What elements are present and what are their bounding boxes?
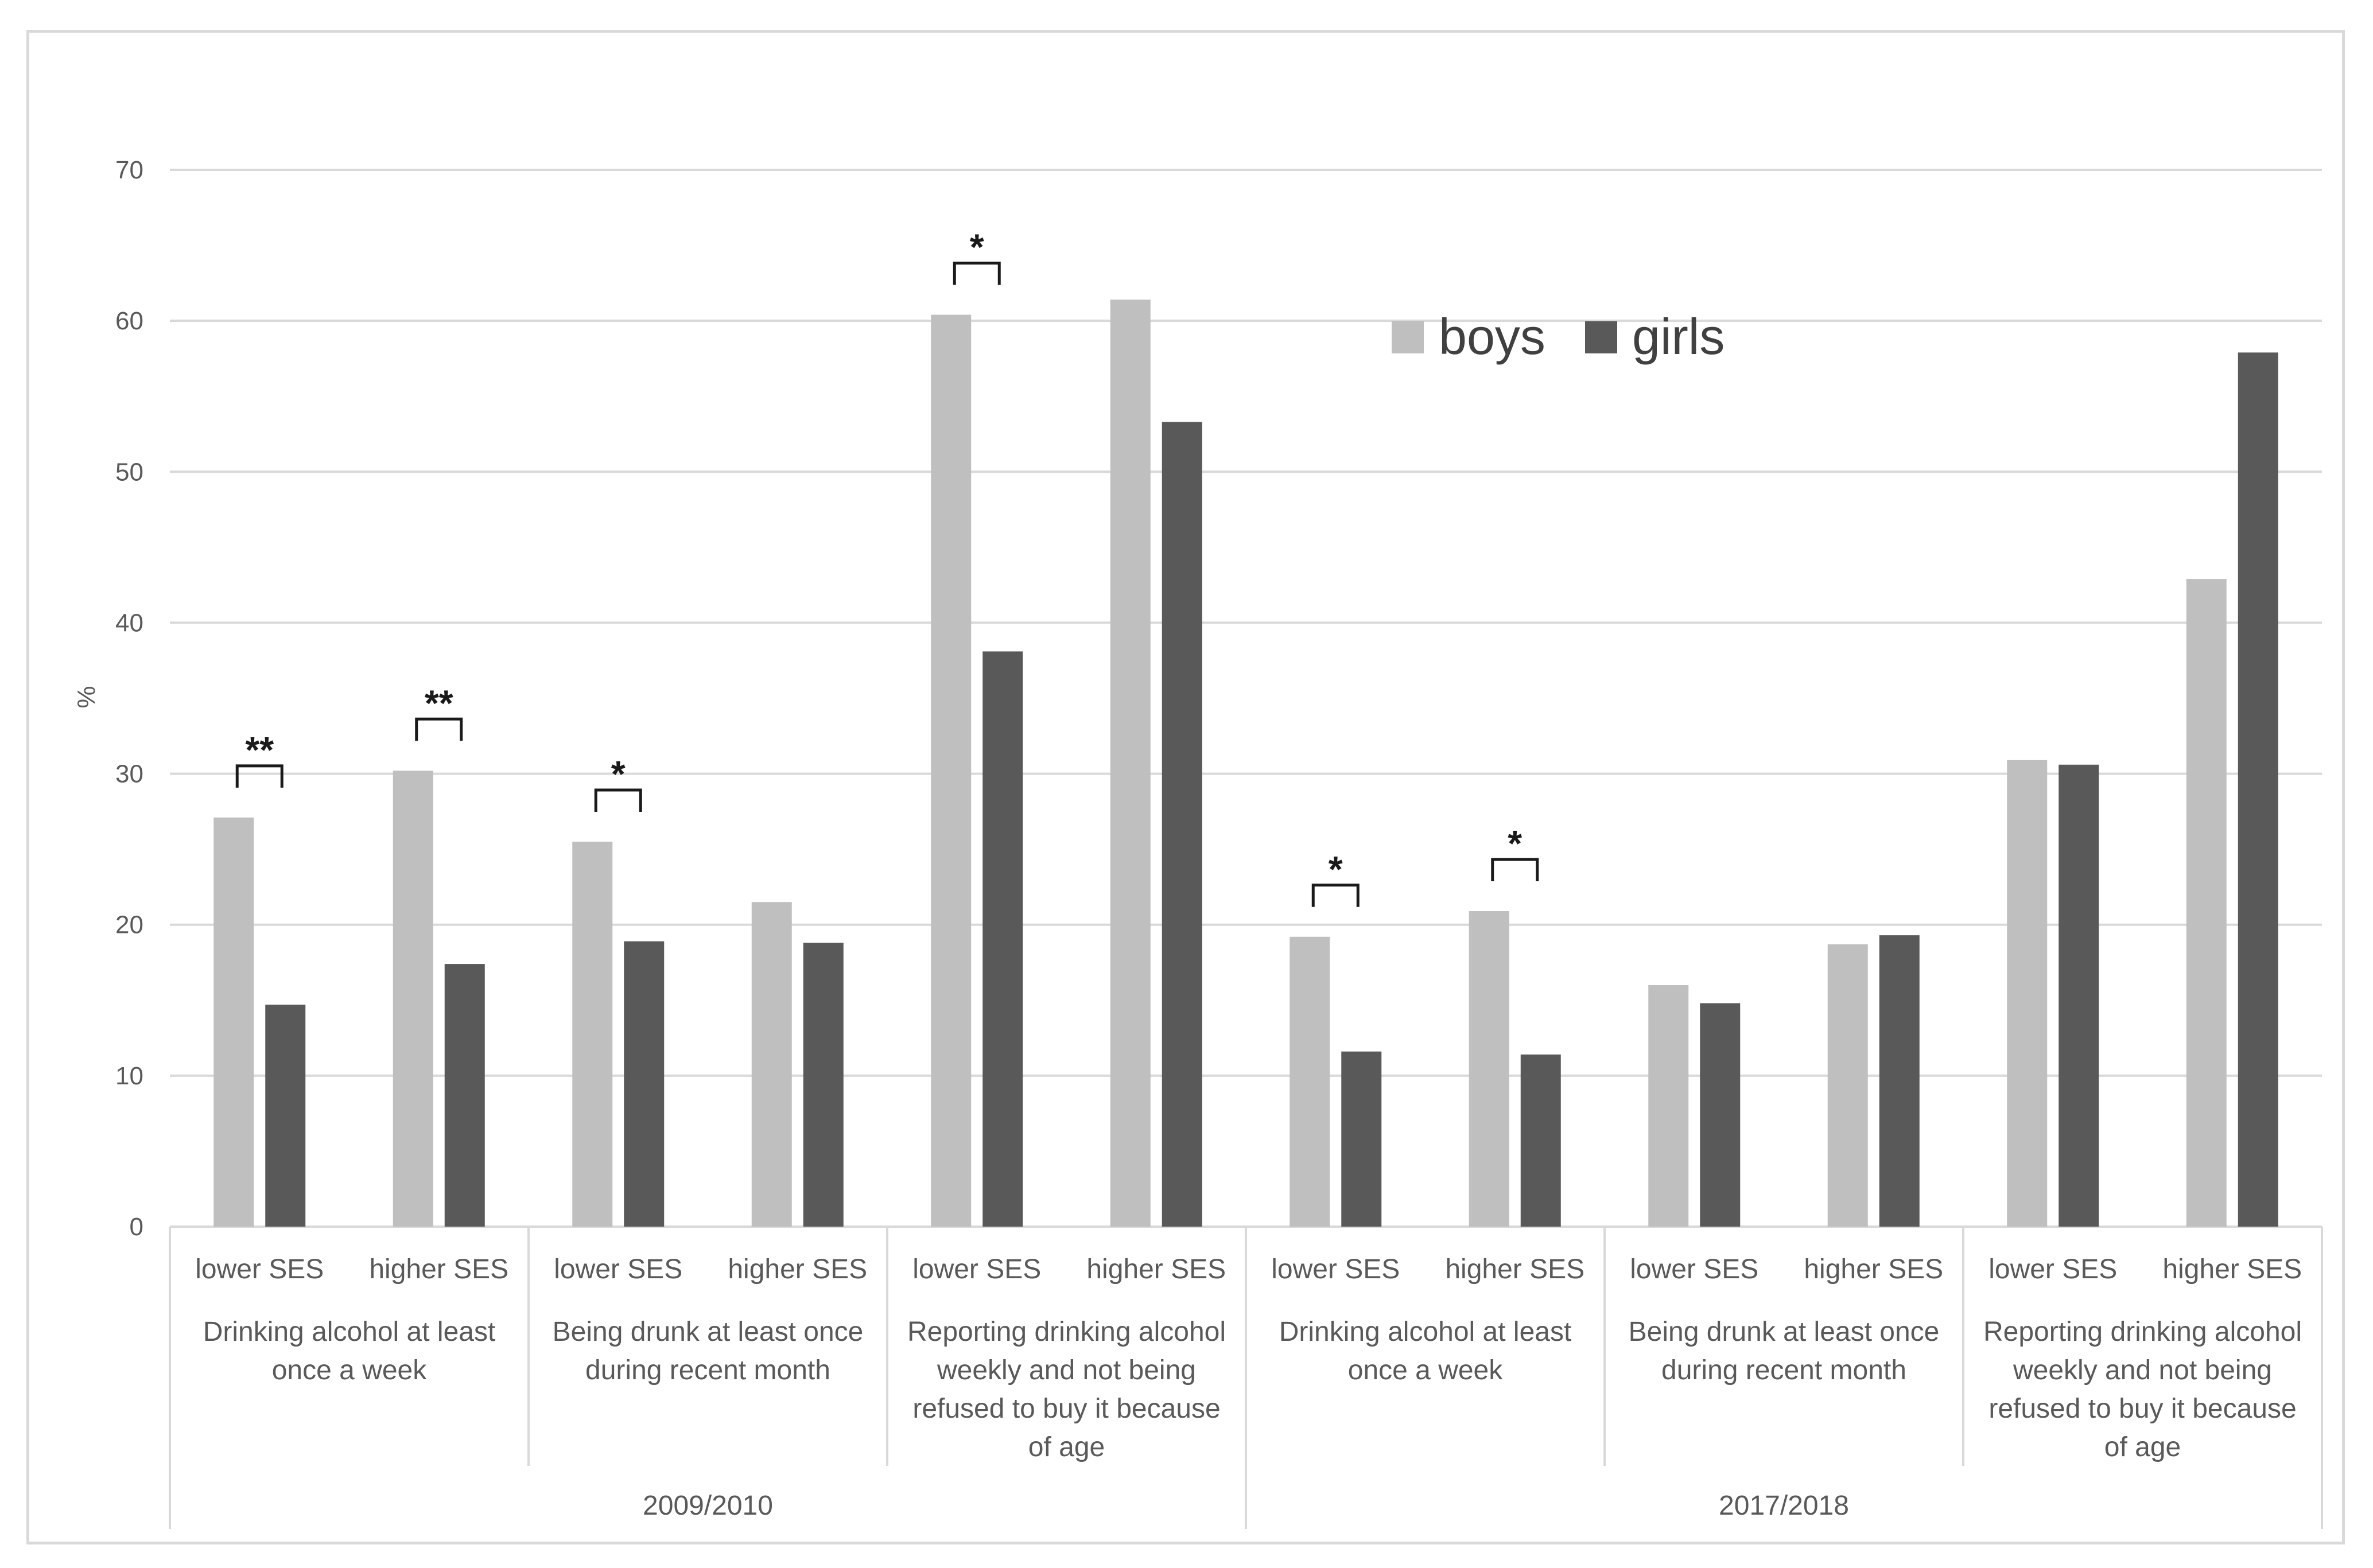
legend-label-boys: boys bbox=[1439, 308, 1545, 365]
year-label: 2017/2018 bbox=[1719, 1491, 1849, 1521]
significance-bracket bbox=[953, 262, 1001, 285]
legend-swatch-girls bbox=[1585, 321, 1617, 353]
bar-boys bbox=[2186, 579, 2227, 1227]
group-label: Drinking alcohol at least once a week bbox=[203, 1317, 496, 1386]
group-label: Being drunk at least once during recent m… bbox=[1629, 1317, 1940, 1386]
y-tick-label: 60 bbox=[115, 307, 143, 335]
y-tick-label: 70 bbox=[115, 156, 143, 184]
bar-girls bbox=[982, 651, 1023, 1227]
significance-label: * bbox=[1508, 823, 1522, 864]
legend: boys girls bbox=[1392, 308, 1725, 365]
group-label-line: Being drunk at least once bbox=[1629, 1317, 1940, 1347]
bar-girls bbox=[2238, 352, 2278, 1227]
group-label-line: once a week bbox=[272, 1355, 428, 1386]
bar-boys bbox=[1648, 985, 1689, 1227]
bar-girls bbox=[1520, 1055, 1561, 1227]
bar-girls bbox=[624, 941, 665, 1227]
bar-girls bbox=[265, 1005, 306, 1227]
significance-label: * bbox=[1329, 849, 1343, 890]
bar-boys bbox=[931, 314, 972, 1227]
group-label-line: Drinking alcohol at least bbox=[1279, 1317, 1572, 1347]
ses-label: lower SES bbox=[1630, 1254, 1758, 1285]
bar-boys bbox=[1290, 936, 1330, 1227]
year-label: 2009/2010 bbox=[643, 1491, 773, 1521]
ses-label: lower SES bbox=[1271, 1254, 1400, 1285]
legend-swatch-boys bbox=[1392, 321, 1424, 353]
significance-bracket bbox=[235, 764, 283, 788]
bar-boys bbox=[1110, 299, 1151, 1227]
group-label-line: Reporting drinking alcohol bbox=[907, 1317, 1226, 1347]
significance-markers: ******** bbox=[235, 227, 1539, 907]
group-label-line: weekly and not being bbox=[937, 1355, 1196, 1386]
group-label-line: once a week bbox=[1348, 1355, 1504, 1386]
ses-label: higher SES bbox=[1445, 1254, 1584, 1285]
bar-girls bbox=[1700, 1003, 1741, 1227]
bar-girls bbox=[1879, 935, 1920, 1227]
y-tick-label: 30 bbox=[115, 760, 143, 788]
bar-boys bbox=[2007, 760, 2048, 1227]
y-axis-label: % bbox=[72, 686, 100, 708]
bar-girls bbox=[444, 964, 485, 1227]
y-tick-label: 10 bbox=[115, 1062, 143, 1090]
group-label-line: during recent month bbox=[1661, 1355, 1906, 1386]
gridlines bbox=[170, 169, 2322, 1077]
significance-label: ** bbox=[425, 682, 453, 723]
ses-label: higher SES bbox=[1804, 1254, 1943, 1285]
bar-girls bbox=[1341, 1051, 1382, 1227]
group-label-line: of age bbox=[2104, 1432, 2181, 1462]
significance-label: * bbox=[970, 227, 984, 268]
y-tick-label: 40 bbox=[115, 609, 143, 637]
group-label-line: Being drunk at least once bbox=[553, 1317, 864, 1347]
bar-boys bbox=[572, 841, 613, 1227]
ses-label: lower SES bbox=[1988, 1254, 2117, 1285]
group-label-line: Reporting drinking alcohol bbox=[1983, 1317, 2302, 1347]
group-label-line: during recent month bbox=[585, 1355, 830, 1386]
bars bbox=[213, 299, 2278, 1227]
significance-bracket bbox=[1311, 884, 1360, 907]
bar-boys bbox=[751, 902, 792, 1227]
y-tick-label: 50 bbox=[115, 458, 143, 486]
bar-girls bbox=[2059, 764, 2099, 1227]
group-label: Drinking alcohol at least once a week bbox=[1279, 1317, 1572, 1386]
bar-girls bbox=[803, 943, 844, 1227]
ses-label: higher SES bbox=[728, 1254, 867, 1285]
group-label-line: refused to buy it because bbox=[1988, 1394, 2296, 1424]
ses-label: lower SES bbox=[912, 1254, 1041, 1285]
ses-label: lower SES bbox=[195, 1254, 324, 1285]
y-tick-label: 20 bbox=[115, 911, 143, 939]
y-tick-label: 0 bbox=[130, 1213, 143, 1241]
ses-label: lower SES bbox=[554, 1254, 682, 1285]
bar-girls bbox=[1162, 422, 1202, 1227]
ses-label: higher SES bbox=[1086, 1254, 1226, 1285]
ses-label: higher SES bbox=[369, 1254, 508, 1285]
significance-label: * bbox=[611, 753, 626, 795]
axes: 0 10 20 30 40 50 60 70% bbox=[72, 156, 2323, 1529]
bar-boys bbox=[213, 817, 254, 1227]
group-label: Reporting drinking alcohol weekly and not… bbox=[1983, 1317, 2302, 1462]
bar-boys bbox=[393, 771, 433, 1227]
category-labels: lower SES higher SES lower SES higher SES lo… bbox=[195, 1254, 2302, 1521]
bar-boys bbox=[1469, 911, 1509, 1227]
group-label-line: weekly and not being bbox=[2013, 1355, 2272, 1386]
group-label: Reporting drinking alcohol weekly and not… bbox=[907, 1317, 1226, 1462]
ses-label: higher SES bbox=[2162, 1254, 2302, 1285]
group-label-line: refused to buy it because bbox=[912, 1394, 1220, 1424]
group-label-line: of age bbox=[1028, 1432, 1105, 1462]
group-label: Being drunk at least once during recent m… bbox=[553, 1317, 864, 1386]
significance-bracket bbox=[415, 717, 463, 741]
legend-label-girls: girls bbox=[1632, 308, 1725, 365]
significance-bracket bbox=[594, 788, 642, 812]
significance-label: ** bbox=[245, 729, 274, 771]
significance-bracket bbox=[1491, 858, 1539, 882]
group-label-line: Drinking alcohol at least bbox=[203, 1317, 496, 1347]
bar-boys bbox=[1827, 944, 1868, 1227]
